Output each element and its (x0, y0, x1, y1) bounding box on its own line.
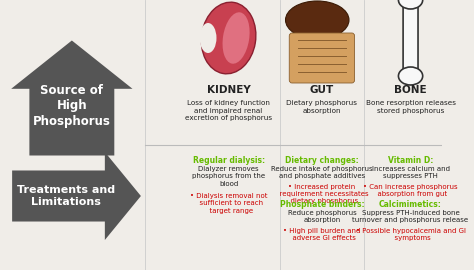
Text: BONE: BONE (394, 85, 427, 95)
Ellipse shape (399, 0, 423, 9)
Text: Increases calcium and
suppresses PTH: Increases calcium and suppresses PTH (372, 166, 449, 179)
Text: Regular dialysis:: Regular dialysis: (192, 156, 264, 165)
Text: • Increased protein
  requirement necessitates
  dietary phosphorus: • Increased protein requirement necessit… (275, 184, 369, 204)
Text: Vitamin D:: Vitamin D: (388, 156, 433, 165)
Polygon shape (11, 40, 133, 156)
Text: Dietary changes:: Dietary changes: (285, 156, 359, 165)
Text: • High pill burden and
  adverse GI effects: • High pill burden and adverse GI effect… (283, 228, 361, 241)
Text: • Dialysis removal not
  sufficient to reach
  target range: • Dialysis removal not sufficient to rea… (190, 193, 267, 214)
Text: • Possible hypocalcemia and GI
  symptoms: • Possible hypocalcemia and GI symptoms (356, 228, 465, 241)
Text: Suppress PTH-induced bone
turnover and phosphorus release: Suppress PTH-induced bone turnover and p… (353, 210, 469, 223)
Text: Reduce phosphorus
absorption: Reduce phosphorus absorption (288, 210, 356, 223)
Text: Treatments and
Limitations: Treatments and Limitations (17, 185, 115, 207)
Text: Loss of kidney function
and impaired renal
excretion of phosphorus: Loss of kidney function and impaired ren… (185, 100, 272, 121)
Text: GUT: GUT (310, 85, 334, 95)
Ellipse shape (201, 2, 256, 74)
Text: Calcimimetics:: Calcimimetics: (379, 200, 442, 209)
Ellipse shape (222, 12, 250, 64)
Text: Dietary phosphorus
absorption: Dietary phosphorus absorption (286, 100, 357, 113)
Ellipse shape (285, 1, 349, 39)
FancyBboxPatch shape (289, 33, 355, 83)
Ellipse shape (200, 23, 217, 53)
FancyBboxPatch shape (403, 0, 418, 78)
Polygon shape (12, 152, 141, 240)
Text: Source of
High
Phosphorus: Source of High Phosphorus (33, 83, 111, 129)
Text: • Can increase phosphorus
  absorption from gut: • Can increase phosphorus absorption fro… (363, 184, 458, 197)
Text: Reduce intake of phosphorus
and phosphate additives: Reduce intake of phosphorus and phosphat… (271, 166, 373, 179)
Text: KIDNEY: KIDNEY (207, 85, 250, 95)
Text: Phosphate binders:: Phosphate binders: (280, 200, 364, 209)
Ellipse shape (399, 67, 423, 85)
Text: Bone resorption releases
stored phosphorus: Bone resorption releases stored phosphor… (365, 100, 456, 113)
Text: Dialyzer removes
phosphorus from the
blood: Dialyzer removes phosphorus from the blo… (192, 166, 265, 187)
